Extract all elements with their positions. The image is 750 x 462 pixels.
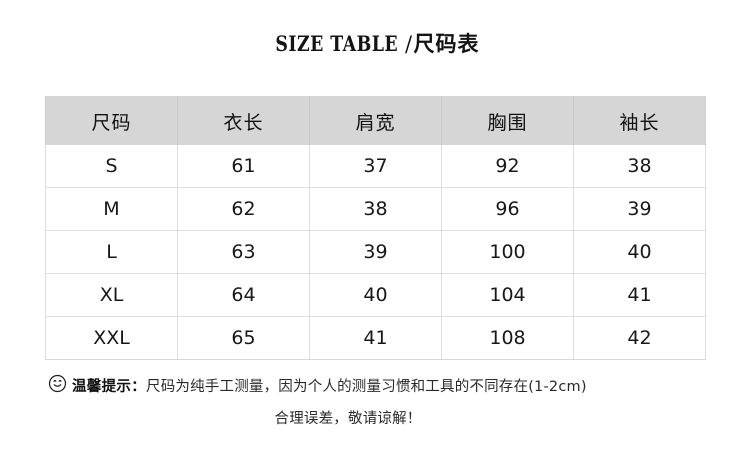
cell-length: 65: [177, 316, 310, 360]
cell-bust: 100: [441, 230, 574, 274]
cell-length: 64: [177, 273, 310, 317]
cell-bust: 92: [441, 145, 574, 188]
table-row: XXL 65 41 108 42: [45, 316, 706, 360]
cell-sleeve: 39: [573, 187, 706, 231]
cell-shoulder: 41: [309, 316, 442, 360]
cell-bust: 104: [441, 273, 574, 317]
table-row: S 61 37 92 38: [45, 145, 706, 188]
cell-length: 61: [177, 145, 310, 188]
smiley-face-icon: [48, 374, 67, 404]
cell-length: 63: [177, 230, 310, 274]
size-table-container: 尺码 衣长 肩宽 胸围 袖长 S 61 37 92 38 M 62: [45, 96, 706, 360]
cell-size: L: [45, 230, 178, 274]
cell-shoulder: 38: [309, 187, 442, 231]
page-title-cjk: 尺码表: [413, 32, 480, 56]
table-row: M 62 38 96 39: [45, 187, 706, 231]
cell-bust: 96: [441, 187, 574, 231]
cell-bust: 108: [441, 316, 574, 360]
table-row: XL 64 40 104 41: [45, 273, 706, 317]
measurement-note-label: 温馨提示：: [72, 379, 146, 395]
measurement-note: 温馨提示：尺码为纯手工测量，因为个人的测量习惯和工具的不同存在(1-2cm) 合…: [48, 372, 728, 434]
measurement-note-line-1: 温馨提示：尺码为纯手工测量，因为个人的测量习惯和工具的不同存在(1-2cm): [48, 372, 728, 404]
cell-length: 62: [177, 187, 310, 231]
cell-sleeve: 41: [573, 273, 706, 317]
size-table-header: 尺码 衣长 肩宽 胸围 袖长: [45, 96, 706, 145]
cell-sleeve: 40: [573, 230, 706, 274]
column-header-sleeve: 袖长: [573, 96, 706, 145]
size-table: 尺码 衣长 肩宽 胸围 袖长 S 61 37 92 38 M 62: [45, 96, 706, 360]
cell-sleeve: 42: [573, 316, 706, 360]
page-title-separator: /: [404, 32, 413, 56]
cell-size: M: [45, 187, 178, 231]
page-title-latin: SIZE TABLE: [275, 31, 399, 56]
column-header-length: 衣长: [177, 96, 310, 145]
table-row: L 63 39 100 40: [45, 230, 706, 274]
cell-shoulder: 40: [309, 273, 442, 317]
cell-shoulder: 37: [309, 145, 442, 188]
table-header-row: 尺码 衣长 肩宽 胸围 袖长: [45, 96, 706, 145]
page-title: SIZE TABLE/尺码表: [0, 28, 750, 58]
column-header-size: 尺码: [45, 96, 178, 145]
cell-shoulder: 39: [309, 230, 442, 274]
cell-size: XL: [45, 273, 178, 317]
measurement-note-line-2: 合理误差，敬请谅解！: [274, 411, 422, 427]
measurement-note-text: 尺码为纯手工测量，因为个人的测量习惯和工具的不同存在(1-2cm): [146, 379, 587, 395]
page-title-text: SIZE TABLE/尺码表: [270, 28, 479, 58]
cell-sleeve: 38: [573, 145, 706, 188]
column-header-bust: 胸围: [441, 96, 574, 145]
size-table-body: S 61 37 92 38 M 62 38 96 39 L 63 39: [45, 145, 706, 360]
cell-size: S: [45, 145, 178, 188]
column-header-shoulder: 肩宽: [309, 96, 442, 145]
cell-size: XXL: [45, 316, 178, 360]
